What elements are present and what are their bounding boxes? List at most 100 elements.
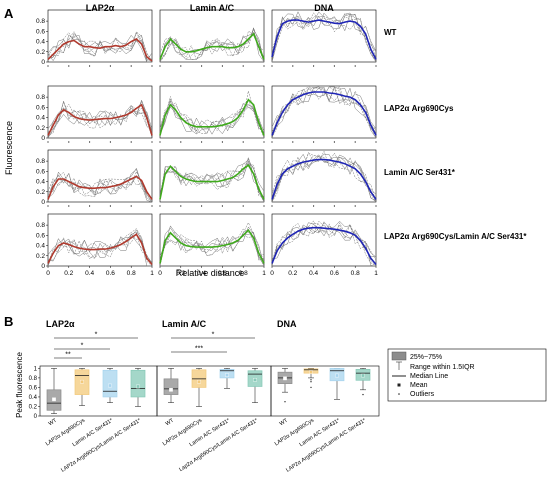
legend-box-swatch xyxy=(391,351,407,361)
plot-frame xyxy=(159,85,265,139)
mean-trace xyxy=(271,226,377,266)
mean-marker xyxy=(108,383,112,388)
x-tick xyxy=(354,205,356,207)
x-tick xyxy=(271,65,273,67)
x-tick xyxy=(68,205,70,207)
replicate-trace xyxy=(271,153,377,203)
x-tick xyxy=(271,205,273,207)
plot-frame xyxy=(47,149,153,203)
x-tick-label: 0.6 xyxy=(330,270,339,277)
replicate-trace xyxy=(47,231,153,264)
replicate-trace xyxy=(47,170,153,203)
replicate-trace xyxy=(47,167,153,200)
mean-marker xyxy=(283,376,287,381)
mean-marker xyxy=(309,370,313,374)
x-tick xyxy=(375,205,377,207)
x-tick xyxy=(375,141,377,143)
replicate-trace xyxy=(47,177,153,203)
plot-frame xyxy=(271,9,377,63)
legend-whisker-label: Range within 1.5IQR xyxy=(410,364,475,371)
profile-panel: 0 0.2 0.4 0.6 0.8 1 xyxy=(158,213,266,277)
x-tick-label: 1 xyxy=(374,270,378,277)
plot-frame xyxy=(47,85,153,139)
x-tick xyxy=(292,205,294,207)
x-tick xyxy=(180,205,182,207)
box-plot xyxy=(191,368,207,407)
mean-trace xyxy=(47,175,153,200)
x-tick xyxy=(130,65,132,67)
x-tick xyxy=(159,141,161,143)
plot-frame xyxy=(159,213,265,267)
y-tick-label: 0.8 xyxy=(36,18,45,25)
panel-b-letter: B xyxy=(4,314,13,329)
x-tick xyxy=(109,65,111,67)
x-tick xyxy=(313,141,315,143)
y-tick-label: 0.2 xyxy=(36,125,45,132)
y-tick-label: 0.2 xyxy=(29,404,38,410)
panel-a-xlabel: Relative distance xyxy=(176,268,245,278)
replicate-trace xyxy=(271,13,377,63)
replicate-trace xyxy=(271,15,377,59)
row-label: LAP2α Arg690Cys xyxy=(384,104,454,113)
x-tick-label: WT xyxy=(279,417,290,427)
mean-trace xyxy=(159,98,265,136)
mean-trace xyxy=(271,19,377,60)
box-iqr xyxy=(130,369,146,398)
replicate-trace xyxy=(271,154,377,203)
x-tick xyxy=(47,65,49,67)
x-tick-label: 1 xyxy=(150,270,154,277)
box-plot xyxy=(46,368,62,414)
replicate-trace xyxy=(271,222,377,267)
x-tick-label: 0 xyxy=(46,270,50,277)
x-tick xyxy=(313,65,315,67)
x-tick-label: 0.2 xyxy=(64,270,73,277)
plot-frame xyxy=(270,365,380,417)
column-title: LAP2α xyxy=(86,3,115,13)
outlier-point xyxy=(310,379,312,381)
profile-panel xyxy=(271,85,377,143)
replicate-trace xyxy=(159,95,265,139)
mean-trace xyxy=(159,164,265,200)
row-label: Lamin A/C Ser431* xyxy=(384,168,456,177)
y-tick-label: 0.6 xyxy=(36,104,45,111)
x-tick xyxy=(263,141,265,143)
replicate-trace xyxy=(47,32,153,63)
box-plot xyxy=(277,368,293,403)
panel-a: A Fluorescence Relative distance LAP2α La… xyxy=(4,3,527,278)
x-tick xyxy=(333,141,335,143)
y-tick-label: 0.8 xyxy=(36,158,45,165)
y-tick-label: 0 xyxy=(41,263,45,270)
replicate-trace xyxy=(271,86,377,132)
x-tick xyxy=(292,141,294,143)
box-plot xyxy=(355,368,371,396)
box-plot xyxy=(219,368,235,389)
panel-b-legend: 25%~75% Range within 1.5IQR Median Line Mea… xyxy=(387,348,547,402)
replicate-trace xyxy=(271,152,377,203)
x-tick xyxy=(180,65,182,67)
y-tick-label: 0.8 xyxy=(29,376,38,382)
mean-trace xyxy=(271,91,377,136)
plot-frame xyxy=(47,9,153,63)
replicate-trace xyxy=(159,231,265,261)
replicate-trace xyxy=(159,33,265,61)
mean-marker xyxy=(136,384,140,389)
mean-marker xyxy=(335,373,339,378)
x-tick xyxy=(68,65,70,67)
column-title: Lamin A/C xyxy=(190,3,235,13)
replicate-trace xyxy=(47,101,153,139)
x-tick xyxy=(68,141,70,143)
profile-panel: 0 0.2 0.4 0.6 0.8 xyxy=(36,85,153,143)
legend-box-label: 25%~75% xyxy=(410,354,442,361)
replicate-trace xyxy=(47,107,153,139)
x-tick xyxy=(159,205,161,207)
x-tick xyxy=(159,65,161,67)
x-tick xyxy=(180,141,182,143)
x-tick xyxy=(292,65,294,67)
mean-marker xyxy=(52,397,56,402)
significance-label: * xyxy=(212,332,215,339)
x-tick xyxy=(221,205,223,207)
panel-a-ylabel: Fluorescence xyxy=(4,121,14,175)
outlier-point xyxy=(284,401,286,403)
